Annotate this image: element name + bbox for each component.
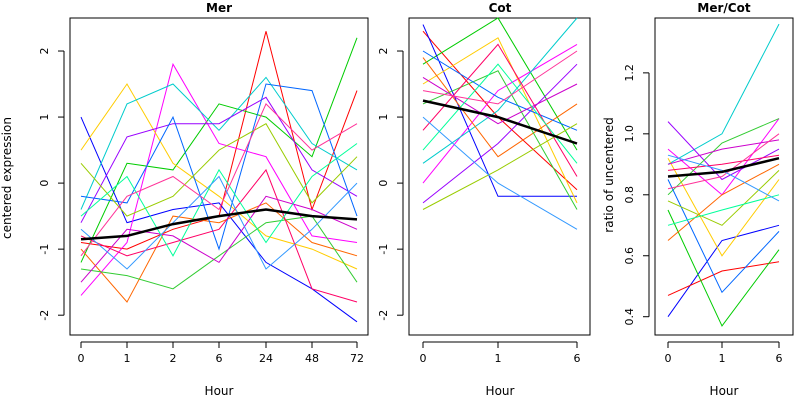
series-line-mer-7 — [80, 96, 358, 223]
x-tick-label-mer-4: 24 — [259, 352, 273, 365]
y-axis-label-mer: centered expression — [0, 117, 14, 239]
series-line-cot-3 — [422, 43, 578, 184]
series-line-cot-9 — [422, 50, 578, 131]
y-tick-label-cot-3: 1 — [377, 114, 390, 121]
series-line-mer-12 — [80, 195, 358, 283]
x-tick-label-mer-cot-0: 0 — [665, 352, 672, 365]
series-line-mer-cot-4 — [667, 157, 780, 257]
panel-title-mer-cot: Mer/Cot — [697, 1, 750, 15]
series-line-mer-8 — [80, 215, 358, 290]
y-tick-label-mer-cot-4: 1.2 — [623, 64, 636, 82]
x-tick-label-mer-cot-2: 6 — [776, 352, 783, 365]
series-line-mer-cot-11 — [667, 170, 780, 226]
x-tick-label-mer-3: 6 — [216, 352, 223, 365]
panel-mer-cot: Mer/Cot 0 1 6 0.4 0.6 0.8 1.0 1.2 Hour ratio o… — [602, 1, 794, 398]
series-line-mer-cot-8 — [667, 163, 780, 241]
panel-mer: Mer 0 1 2 6 24 48 72 -2 -1 0 1 2 Hour centered exp… — [0, 1, 369, 398]
series-line-mer-cot-6 — [667, 121, 780, 181]
series-line-mer-cot-3 — [667, 209, 780, 327]
x-axis-label-mer: Hour — [205, 384, 234, 398]
series-line-mer-1 — [80, 37, 358, 263]
series-line-mer-cot-9 — [667, 179, 780, 294]
series-line-cot-0 — [422, 30, 578, 191]
series-line-mer-6 — [80, 202, 358, 303]
series-line-cot-11 — [422, 123, 578, 210]
y-tick-label-mer-cot-3: 1.0 — [623, 125, 636, 143]
series-line-cot-2 — [422, 24, 577, 197]
x-axis-mer-cot: 0 1 6 — [665, 341, 783, 365]
x-tick-label-cot-1: 1 — [495, 352, 502, 365]
y-tick-label-cot-4: 2 — [377, 48, 390, 55]
series-line-cot-14 — [422, 116, 578, 230]
y-tick-label-mer-3: 1 — [38, 114, 51, 121]
series-line-mer-5 — [80, 76, 358, 210]
mean-line-mer — [80, 208, 358, 241]
mean-line-mer-cot — [667, 156, 780, 178]
series-line-mer-cot-2 — [667, 261, 780, 296]
series-line-mer-14 — [80, 103, 358, 257]
x-tick-label-cot-2: 6 — [574, 352, 581, 365]
series-line-mer-3 — [80, 62, 358, 296]
series-line-mer-cot-14 — [667, 133, 780, 190]
series-line-mer-cot-7 — [667, 118, 780, 196]
y-axis-mer-cot: 0.4 0.6 0.8 1.0 1.2 — [623, 64, 650, 326]
series-group-mer — [80, 31, 358, 323]
mean-line-cot — [422, 99, 578, 145]
series-group-cot — [422, 17, 578, 230]
x-axis-cot: 0 1 6 — [420, 341, 581, 365]
y-tick-label-mer-1: -1 — [38, 244, 51, 255]
y-tick-label-mer-cot-2: 0.8 — [623, 186, 636, 204]
series-line-cot-12 — [422, 76, 578, 125]
series-line-mer-9 — [80, 83, 358, 251]
series-line-mer-cot-13 — [667, 194, 780, 226]
y-tick-label-mer-cot-0: 0.4 — [623, 308, 636, 326]
series-line-mer-4 — [80, 83, 358, 270]
series-group-mer-cot — [667, 23, 780, 327]
plot-frame-cot — [408, 17, 591, 336]
series-line-mer-cot-10 — [667, 154, 780, 171]
series-line-cot-15 — [422, 50, 578, 105]
series-line-cot-6 — [422, 57, 578, 158]
x-axis-label-mer-cot: Hour — [710, 384, 739, 398]
x-axis-mer: 0 1 2 6 24 48 72 — [78, 341, 364, 365]
series-line-mer-10 — [80, 168, 358, 303]
plot-frame-mer-cot — [654, 17, 794, 336]
y-tick-label-mer-4: 2 — [38, 48, 51, 55]
series-line-mer-cot-12 — [667, 139, 780, 165]
series-line-cot-10 — [422, 43, 578, 177]
x-tick-label-mer-6: 72 — [350, 352, 364, 365]
panel-title-cot: Cot — [489, 1, 512, 15]
y-tick-label-cot-0: -2 — [377, 310, 390, 321]
y-axis-cot: -2 -1 0 1 2 — [377, 48, 404, 321]
x-axis-label-cot: Hour — [486, 384, 515, 398]
y-axis-mer: -2 -1 0 1 2 — [38, 48, 65, 321]
x-tick-label-cot-0: 0 — [420, 352, 427, 365]
series-line-cot-1 — [422, 17, 578, 151]
y-tick-label-mer-cot-1: 0.6 — [623, 247, 636, 264]
series-line-mer-15 — [80, 175, 358, 270]
x-tick-label-mer-0: 0 — [78, 352, 85, 365]
series-line-mer-13 — [80, 143, 358, 257]
x-tick-label-mer-2: 2 — [170, 352, 177, 365]
series-line-mer-11 — [80, 123, 358, 217]
series-line-cot-5 — [422, 17, 578, 164]
y-tick-label-cot-2: 0 — [377, 180, 390, 187]
x-tick-label-mer-5: 48 — [305, 352, 319, 365]
x-tick-label-mer-cot-1: 1 — [719, 352, 726, 365]
series-line-cot-13 — [422, 63, 578, 164]
y-axis-label-mer-cot: ratio of uncentered — [602, 117, 616, 232]
series-line-mer-cot-15 — [667, 154, 780, 202]
y-tick-label-cot-1: -1 — [377, 244, 390, 255]
panel-cot: Cot 0 1 6 -2 -1 0 1 2 Hour — [377, 1, 591, 398]
x-tick-label-mer-1: 1 — [124, 352, 131, 365]
series-line-cot-7 — [422, 63, 578, 204]
series-line-cot-4 — [422, 37, 578, 204]
y-tick-label-mer-0: -2 — [38, 310, 51, 321]
y-tick-label-mer-2: 0 — [38, 180, 51, 187]
series-line-mer-cot-1 — [667, 224, 780, 317]
panel-title-mer: Mer — [206, 1, 232, 15]
plot-frame-mer — [69, 17, 369, 336]
series-line-mer-cot-0 — [667, 23, 780, 165]
